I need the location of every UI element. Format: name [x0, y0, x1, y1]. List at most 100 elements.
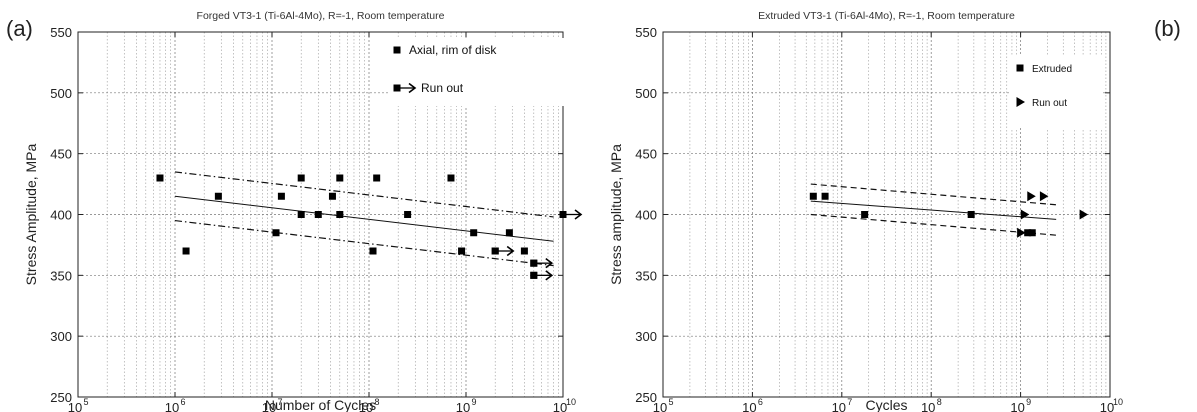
svg-text:10: 10 [832, 400, 846, 412]
legend-label: Run out [421, 81, 464, 95]
panel-label: (b) [1154, 16, 1181, 41]
data-point [336, 174, 344, 182]
data-point [458, 247, 466, 255]
svg-text:9: 9 [471, 397, 476, 407]
chart-title: Extruded VT3-1 (Ti-6Al-4Mo), R=-1, Room … [758, 10, 1015, 22]
data-point [369, 247, 377, 255]
svg-text:6: 6 [180, 397, 185, 407]
run-out-arrow [498, 245, 515, 257]
svg-text:10: 10 [553, 400, 567, 412]
data-point [447, 174, 455, 182]
data-point [297, 174, 305, 182]
svg-text:10: 10 [165, 400, 179, 412]
legend-item: Run out [1016, 97, 1067, 109]
fit-line [174, 195, 554, 242]
y-tick-label: 550 [635, 25, 657, 40]
run-out-arrow [566, 209, 583, 220]
legend-run-out-arrow [400, 82, 417, 94]
x-tick-label: 10 8 [921, 397, 942, 412]
run-out-point [530, 271, 538, 279]
svg-text:10: 10 [359, 400, 373, 412]
data-point [809, 192, 817, 200]
svg-text:8: 8 [937, 397, 942, 407]
svg-text:7: 7 [847, 397, 852, 407]
x-tick-label: 10 9 [456, 397, 477, 412]
legend-marker [393, 46, 401, 54]
run-out-point [1039, 191, 1049, 202]
x-tick-label: 10 7 [832, 397, 853, 412]
data-point [1024, 229, 1032, 237]
y-tick-label: 500 [635, 86, 657, 101]
data-point [505, 229, 513, 237]
svg-text:5: 5 [668, 397, 673, 407]
data-point [297, 211, 305, 218]
scatter-band-line [174, 171, 554, 218]
y-tick-label: 500 [50, 86, 72, 101]
data-point [404, 211, 412, 218]
y-axis-label: Stress amplitude, MPa [608, 144, 624, 285]
y-tick-label: 550 [50, 25, 72, 40]
y-tick-label: 400 [50, 208, 72, 223]
scatter-band-line [810, 183, 1057, 206]
data-point [470, 229, 478, 237]
data-point [182, 247, 190, 255]
scatter-band-line [810, 213, 1057, 236]
legend: Extruded Run out [1010, 56, 1102, 128]
legend-label: Axial, rim of disk [409, 43, 497, 57]
data-point [861, 211, 869, 218]
run-out-point [491, 247, 499, 255]
svg-text:10: 10 [921, 400, 935, 412]
svg-text:10: 10 [262, 400, 276, 412]
x-tick-label: 10 6 [742, 397, 763, 412]
svg-text:10: 10 [456, 400, 470, 412]
run-out-point [1017, 227, 1026, 238]
y-tick-label: 350 [635, 268, 657, 283]
run-out-point [1027, 191, 1036, 202]
legend-label: Run out [1032, 98, 1067, 109]
svg-text:10: 10 [653, 400, 667, 412]
legend-item: Run out [393, 81, 464, 95]
run-out-point [530, 259, 538, 267]
legend-marker [1016, 97, 1025, 107]
data-point [272, 229, 280, 237]
data-point [1028, 229, 1036, 237]
legend-box [1010, 56, 1102, 128]
svg-text:5: 5 [83, 397, 88, 407]
y-tick-label: 250 [50, 390, 72, 405]
x-axis-label: Cycles [865, 397, 907, 412]
legend-item: Extruded [1016, 64, 1072, 75]
data-point [314, 211, 322, 218]
legend-label: Extruded [1032, 64, 1072, 75]
data-point [277, 192, 285, 200]
svg-text:6: 6 [758, 397, 763, 407]
scatter-band-line [174, 219, 554, 267]
run-out-point [1020, 209, 1030, 220]
svg-text:10: 10 [1010, 400, 1024, 412]
panel-label: (a) [6, 16, 33, 41]
legend-item: Axial, rim of disk [393, 43, 497, 57]
svg-text:10: 10 [566, 397, 576, 407]
y-axis-label: Stress Amplitude, MPa [23, 143, 39, 285]
y-tick-label: 400 [635, 208, 657, 223]
x-tick-label: 10 9 [1010, 397, 1031, 412]
legend-box [388, 38, 566, 106]
y-tick-label: 350 [50, 268, 72, 283]
run-out-point [559, 211, 567, 218]
data-point [328, 192, 336, 200]
series-run-out [1017, 191, 1089, 238]
data-point [156, 174, 164, 182]
data-point [336, 211, 344, 218]
series-run-out [491, 209, 583, 281]
svg-text:9: 9 [1026, 397, 1031, 407]
svg-text:10: 10 [1113, 397, 1123, 407]
x-axis-label: Number of Cycles [265, 397, 376, 412]
data-point [821, 192, 829, 200]
legend: Axial, rim of disk Run out [388, 38, 566, 106]
data-point [373, 174, 381, 182]
y-tick-label: 450 [50, 147, 72, 162]
